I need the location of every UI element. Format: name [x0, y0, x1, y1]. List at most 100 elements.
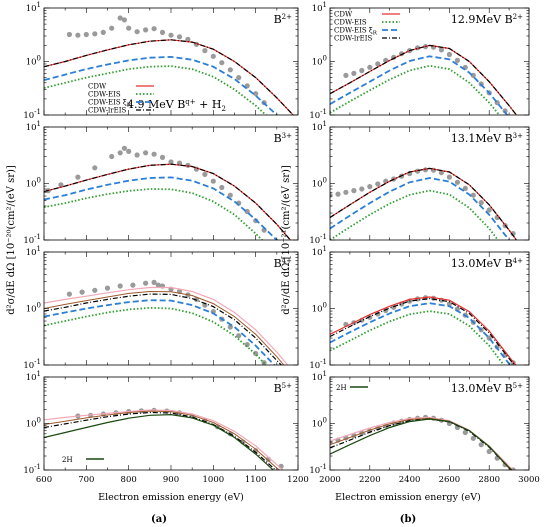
experiment-point [236, 75, 242, 81]
experiment-point [446, 51, 452, 58]
x-tick-label: 700 [78, 475, 94, 485]
experiment-point [151, 279, 157, 285]
series-line-pink [44, 286, 289, 365]
y-tick-label: 10-1 [23, 233, 41, 246]
x-tick-label: 600 [36, 475, 52, 485]
series-line-cdw_eis [44, 65, 268, 115]
experiment-point [462, 429, 468, 436]
legend-label-cdw: CDW [334, 11, 353, 19]
experiment-point [438, 170, 444, 176]
y-tick-label: 101 [312, 245, 327, 258]
experiment-point [126, 148, 132, 154]
x-tick-label: 2200 [359, 475, 381, 485]
series-line-cdw_eis_xi [44, 176, 279, 240]
experiment-point [155, 282, 161, 288]
x-tick-label: 2600 [439, 475, 461, 485]
experiment-point [104, 285, 111, 291]
experiment-point [227, 192, 233, 198]
experiment-point [335, 191, 341, 197]
experiment-point [486, 207, 492, 213]
x-axis-label-left: Electron emission energy (eV) [98, 492, 244, 503]
experiment-point [176, 34, 183, 40]
panel-title: B5+ [274, 382, 293, 395]
legend-label-cdw_eis: CDW-EIS [334, 19, 367, 27]
experiment-point [486, 448, 492, 455]
panel-title: B4+ [274, 257, 293, 270]
plot-area [44, 407, 284, 470]
experiment-point [143, 150, 149, 156]
y-tick-label: 10-1 [23, 463, 41, 476]
experiment-point [236, 333, 242, 339]
series-line-cdw [330, 296, 517, 365]
experiment-point [367, 64, 373, 70]
y-axis-label-left: d²σ/dE dΩ [10⁻²⁰(cm²/(eV sr)] [6, 165, 17, 315]
x-tick-label: 900 [163, 475, 179, 485]
series-line-brown [44, 290, 285, 365]
x-axis-label-right: Electron emission energy (eV) [335, 492, 481, 503]
plot-area [330, 414, 516, 470]
experiment-point [66, 31, 72, 38]
panel-b2: 10-1 100 101 13.1MeV B3+ [309, 120, 530, 246]
experiment-point [470, 435, 476, 441]
series-line-cdw_eis_xi [330, 302, 512, 365]
experiment-point [100, 29, 106, 35]
experiment-point [75, 174, 81, 180]
panel-group-label-a: (a) [151, 514, 167, 525]
legend-label-cdw: CDW [88, 83, 107, 91]
series-line-cdw_eis_xi [330, 55, 509, 115]
series-line-cdw_eis_xi [330, 177, 511, 240]
legend-label-cdw_lreis: CDW-lrEIS [88, 107, 126, 115]
y-tick-label: 10-1 [309, 233, 327, 246]
panel-frame [43, 126, 299, 241]
experiment-point [219, 184, 225, 191]
experiment-point [168, 159, 174, 165]
experiment-point [446, 174, 452, 180]
y-tick-label: 10-1 [309, 358, 327, 371]
panel-title: 13.0MeV B4+ [451, 257, 523, 270]
y-tick-label: 10-1 [23, 108, 41, 121]
experiment-point [109, 153, 115, 160]
experiment-point [159, 154, 166, 160]
y-tick-label: 100 [312, 55, 327, 68]
y-tick-label: 100 [312, 417, 327, 430]
panel-frame [43, 376, 299, 471]
panel-a3: 10-1 100 101 B4+ [23, 245, 299, 371]
experiment-point [219, 60, 225, 66]
panel-b4: 10-1 100 101 2000 2200 2400 2600 2800 3000 13.0Me… [309, 370, 539, 485]
experiment-point [130, 282, 136, 288]
panel-b3: 10-1 100 101 13.0MeV B4+ [309, 245, 530, 371]
experiment-point [359, 186, 365, 192]
experiment-point [121, 17, 127, 23]
y-tick-label: 100 [312, 177, 327, 190]
series-line-cdw_eis [330, 310, 505, 365]
x-tick-label: 2000 [319, 475, 341, 485]
beam-annotation: 4.9 MeV Bq+ + H2 [127, 98, 226, 113]
experiment-point [121, 145, 127, 151]
experiment-point [151, 26, 157, 32]
panel-title: 13.0MeV B5+ [451, 382, 523, 395]
experiment-point [438, 47, 444, 53]
series-line-cdw_eis_xi [44, 299, 276, 365]
legend-label-cdw_eis_xi: CDW-EIS ξR [88, 99, 132, 109]
experiment-point [117, 15, 123, 21]
plot-area [330, 295, 517, 365]
experiment-point [330, 192, 333, 198]
series-line-cdw [330, 167, 518, 240]
series-line-cdw_lreis [330, 44, 518, 115]
legend-label-h2: 2H [62, 456, 73, 464]
plot-area [330, 167, 518, 240]
x-tick-label: 3000 [518, 475, 540, 485]
series-line-h2 [44, 413, 275, 470]
experiment-point [351, 188, 357, 194]
series-line-pink [330, 416, 515, 470]
experiment-point [367, 184, 373, 190]
experiment-point [126, 25, 132, 31]
series-line-cdw_lreis [44, 163, 292, 240]
experiment-point [117, 283, 123, 289]
experiment-point [92, 165, 98, 171]
experiment-point [92, 287, 98, 293]
series-line-cdw_eis [330, 64, 501, 115]
experiment-point [58, 182, 64, 188]
